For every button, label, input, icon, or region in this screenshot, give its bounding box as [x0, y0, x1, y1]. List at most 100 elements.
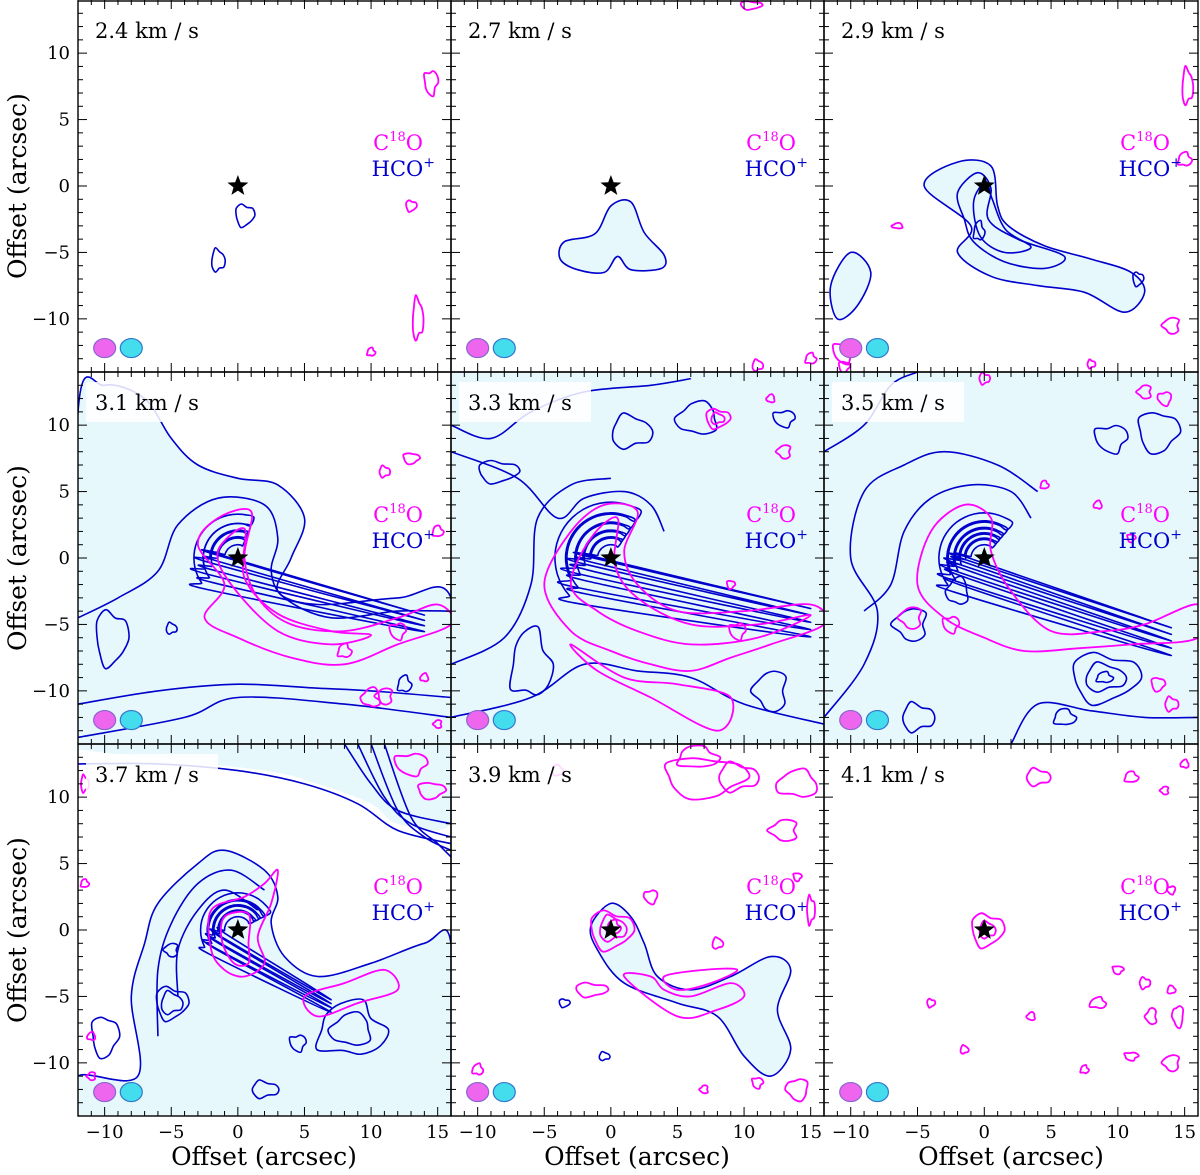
panel-velocity-label: 2.9 km / s: [841, 19, 945, 43]
star-marker-icon: [973, 919, 995, 939]
c18o-noise-contour: [431, 524, 445, 538]
star-marker-icon: [227, 547, 249, 567]
panel-label-box: [832, 754, 964, 794]
c18o-noise-contour: [711, 936, 725, 950]
c18o-noise-contour: [336, 642, 353, 659]
c18o-beam-ellipse: [839, 1081, 863, 1103]
legend-c18o: C18O: [373, 502, 423, 527]
x-tick-label: −5: [531, 1122, 558, 1143]
c18o-noise-contour: [739, 0, 764, 11]
c18o-noise-contour: [1092, 499, 1103, 510]
hco-fill-region: [558, 199, 667, 274]
c18o-contour: [971, 912, 1006, 950]
x-tick-label: −5: [158, 1122, 185, 1143]
hco-contour: [936, 519, 1173, 650]
hco-contour: [357, 744, 451, 838]
hco-contour: [162, 942, 179, 958]
c18o-noise-contour: [378, 464, 392, 479]
hco-contour: [193, 529, 426, 622]
hco-contour: [383, 744, 451, 858]
hco-contour: [451, 662, 824, 725]
c18o-noise-contour: [728, 622, 747, 642]
star-marker-icon: [973, 175, 995, 195]
x-tick-label: 10: [1106, 1122, 1129, 1143]
c18o-noise-contour: [926, 997, 937, 1009]
hco-contour: [863, 483, 1032, 612]
hco-contour: [956, 171, 1067, 270]
c18o-noise-contour: [575, 981, 610, 999]
c18o-noise-contour: [1143, 1007, 1158, 1026]
c18o-contour: [216, 527, 373, 646]
c18o-noise-contour: [1126, 533, 1137, 544]
c18o-contour: [569, 643, 735, 732]
c18o-noise-contour: [766, 818, 798, 842]
c18o-noise-contour: [1164, 695, 1180, 713]
hco-contour: [451, 477, 612, 666]
hco-contour: [565, 529, 812, 616]
c18o-contour-layer: [79, 0, 1198, 1103]
c18o-contour: [569, 516, 812, 646]
hco-beam-ellipse: [119, 709, 143, 731]
hco-contour: [396, 674, 413, 693]
c18o-noise-contour: [959, 1043, 970, 1055]
tick-layer: −10 −5 0 5 10 −10 −5 0 5 10 −10 −5 0 5 10 −10 −5 0 5 10 15 −1…: [32, 0, 1199, 1143]
hco-fill-region: [924, 159, 1145, 313]
hco-beam-ellipse: [119, 337, 143, 359]
c18o-noise-contour: [642, 889, 659, 906]
hco-contour: [589, 902, 792, 1077]
legend-c18o: C18O: [1120, 874, 1170, 899]
c18o-noise-contour: [79, 878, 91, 888]
hco-fill-region: [824, 372, 1198, 744]
y-tick-label: 0: [59, 176, 70, 197]
panel-label-box: [86, 382, 218, 422]
c18o-contour: [622, 972, 746, 1020]
c18o-noise-contour: [1079, 1063, 1090, 1075]
hco-contour: [478, 459, 521, 485]
hco-contour: [598, 1050, 611, 1062]
c18o-noise-contour: [86, 1030, 97, 1042]
legend-hco: HCO+: [1119, 155, 1182, 181]
panel-velocity-label: 3.1 km / s: [95, 391, 199, 415]
star-marker-icon: [227, 175, 249, 195]
panel-frame: [823, 0, 1199, 373]
legend-hco: HCO+: [372, 899, 435, 925]
hco-contour: [829, 251, 872, 321]
c18o-noise-contour: [750, 1076, 765, 1090]
y-tick-label: −10: [32, 681, 70, 702]
c18o-beam-ellipse: [93, 709, 117, 731]
c18o-noise-contour: [1179, 758, 1190, 769]
c18o-contour: [219, 910, 252, 967]
hco-contour: [673, 399, 718, 435]
legend-c18o: C18O: [746, 502, 796, 527]
c18o-noise-contour: [85, 1071, 97, 1082]
hco-contour: [939, 526, 1173, 642]
hco-contour: [558, 199, 667, 275]
hco-contour: [198, 891, 332, 1014]
hco-contour: [554, 501, 812, 638]
hco-beam-ellipse: [865, 709, 890, 731]
c18o-noise-contour: [471, 1062, 485, 1076]
c18o-noise-contour: [1150, 676, 1167, 693]
panel-label-box: [459, 382, 591, 422]
x-tick-label: −10: [86, 1122, 124, 1143]
ylabel-row3: Offset (arcsec): [3, 837, 32, 1023]
y-tick-label: −10: [32, 309, 70, 330]
beam-layer: [93, 337, 890, 1103]
y-tick-label: 5: [59, 854, 70, 875]
y-tick-label: −5: [43, 986, 70, 1007]
hco-beam-ellipse: [865, 1081, 890, 1103]
hco-contour-layer: [78, 159, 1198, 1116]
x-tick-label: 5: [672, 1122, 683, 1143]
c18o-contour: [196, 508, 451, 666]
c18o-noise-contour: [837, 360, 852, 372]
c18o-noise-contour: [1123, 770, 1140, 783]
hco-fill-region: [78, 850, 451, 1116]
hco-fill-region: [590, 903, 791, 1077]
c18o-noise-contour: [774, 444, 792, 460]
hco-contour: [156, 869, 265, 1037]
xlabel-col2: Offset (arcsec): [544, 1142, 730, 1171]
c18o-noise-contour: [1138, 976, 1152, 991]
c18o-contour: [662, 967, 739, 991]
c18o-noise-contour: [405, 199, 418, 214]
star-marker-icon: [973, 547, 995, 567]
